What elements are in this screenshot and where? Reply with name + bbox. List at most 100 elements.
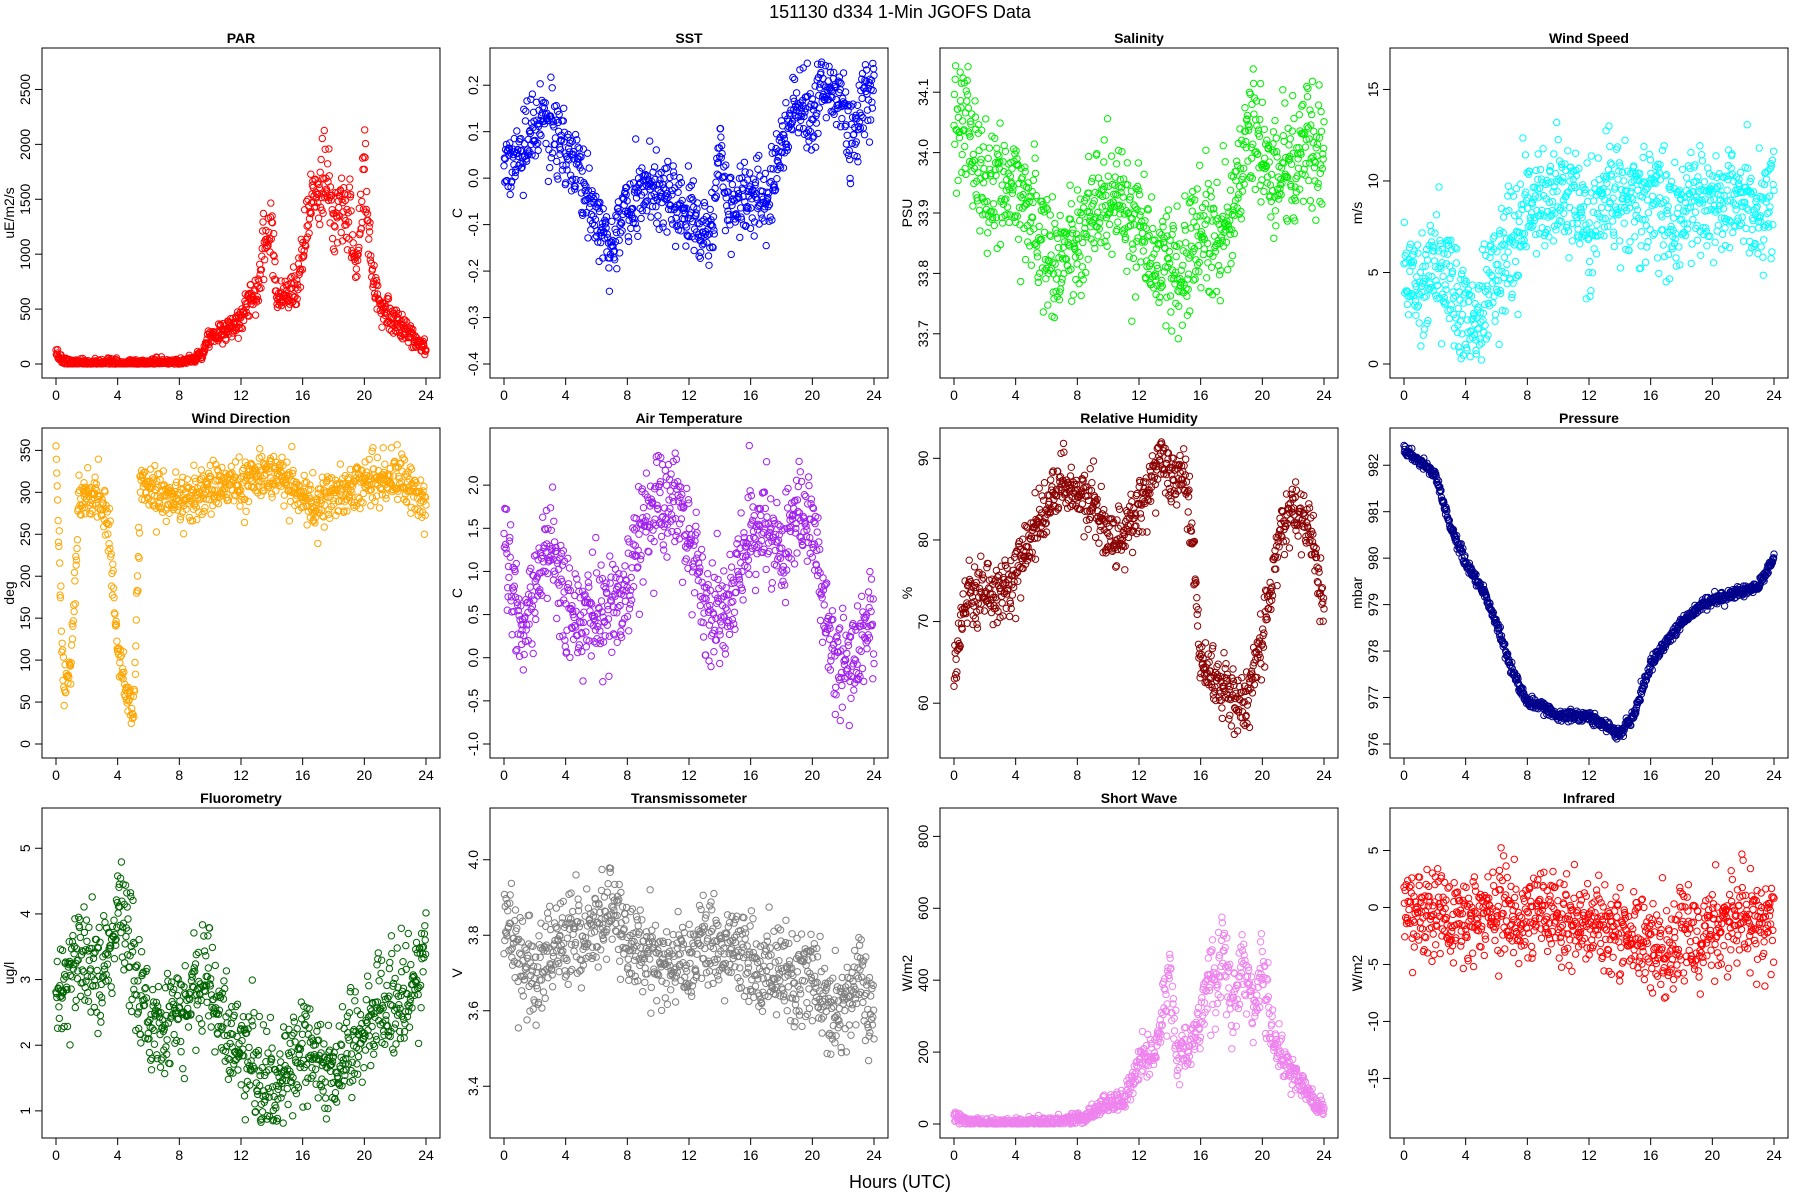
data-point — [1653, 254, 1662, 262]
data-point — [958, 117, 967, 125]
data-point — [548, 483, 557, 491]
data-point — [261, 256, 269, 264]
data-point — [311, 175, 319, 183]
x-tick-label: 4 — [562, 767, 570, 783]
data-point — [1535, 193, 1543, 201]
data-point — [1291, 197, 1300, 205]
data-point — [1166, 292, 1175, 300]
data-point — [55, 542, 63, 551]
data-point — [1204, 259, 1212, 267]
data-point — [319, 174, 327, 182]
data-point — [170, 360, 179, 368]
x-tick-label: 8 — [1523, 387, 1531, 403]
data-point — [528, 90, 537, 98]
data-point — [1046, 211, 1055, 219]
data-point — [1588, 269, 1597, 277]
data-point — [321, 145, 329, 154]
data-point — [683, 223, 691, 231]
data-point — [1459, 266, 1467, 275]
data-point — [355, 204, 363, 213]
data-point — [1723, 186, 1731, 194]
data-point — [1125, 253, 1134, 261]
data-point — [269, 251, 277, 259]
data-point — [1630, 218, 1639, 226]
x-tick-label: 0 — [52, 387, 60, 403]
data-point — [320, 126, 328, 135]
data-point — [1639, 153, 1647, 162]
data-point — [422, 346, 430, 354]
data-point — [1317, 127, 1326, 136]
x-tick-label: 20 — [805, 387, 821, 403]
data-point — [1687, 259, 1696, 268]
data-point — [1594, 154, 1603, 162]
data-point — [1631, 233, 1639, 241]
data-point — [983, 249, 991, 258]
data-point — [320, 523, 328, 531]
data-point — [1047, 251, 1055, 259]
data-point — [1163, 293, 1171, 301]
data-point — [354, 256, 362, 265]
data-point — [585, 164, 593, 172]
data-point — [1123, 159, 1132, 167]
data-point — [353, 272, 361, 280]
data-point — [393, 441, 401, 449]
data-point — [1759, 271, 1768, 279]
data-point — [207, 510, 215, 518]
data-point — [1072, 275, 1080, 284]
data-point — [1224, 266, 1232, 274]
data-point — [330, 248, 339, 256]
data-point — [782, 99, 790, 107]
data-point — [362, 208, 370, 216]
data-point — [1418, 229, 1426, 237]
data-point — [283, 286, 291, 294]
data-point — [989, 177, 997, 186]
data-point — [1519, 134, 1527, 142]
x-tick-label: 20 — [805, 767, 821, 783]
data-point — [349, 239, 357, 247]
data-point — [1188, 207, 1197, 215]
data-point — [1219, 142, 1227, 150]
data-point — [355, 243, 363, 252]
data-point — [954, 113, 963, 122]
data-point — [950, 90, 959, 99]
x-tick-label: 12 — [681, 387, 697, 403]
data-point — [1602, 127, 1610, 135]
data-point — [345, 183, 354, 191]
data-point — [363, 210, 372, 218]
data-point — [314, 539, 322, 548]
data-point — [545, 146, 553, 154]
data-point — [1697, 251, 1705, 260]
data-point — [1182, 239, 1190, 247]
data-point — [342, 221, 350, 229]
y-tick-label: 250 — [17, 522, 33, 546]
data-point — [609, 560, 617, 569]
data-point — [1419, 331, 1428, 339]
data-point — [374, 281, 382, 290]
x-tick-label: 4 — [1462, 387, 1470, 403]
data-point — [1021, 255, 1030, 264]
data-point — [1281, 99, 1289, 107]
data-point — [1005, 218, 1013, 227]
data-point — [1103, 231, 1111, 239]
data-point — [1076, 195, 1085, 203]
panel-title: PAR — [227, 30, 256, 46]
data-point — [1206, 187, 1215, 195]
data-point — [1471, 320, 1479, 328]
data-point — [54, 516, 62, 525]
data-point — [555, 110, 563, 119]
data-point — [1305, 176, 1313, 185]
data-point — [674, 188, 682, 197]
data-point — [325, 172, 333, 180]
data-point — [741, 168, 749, 176]
x-tick-label: 4 — [114, 387, 122, 403]
data-point — [291, 293, 299, 301]
data-point — [75, 471, 83, 479]
data-point — [393, 495, 402, 504]
data-point — [762, 241, 770, 250]
series-points — [950, 62, 1328, 343]
data-point — [1031, 154, 1039, 162]
data-point — [327, 196, 335, 204]
data-point — [1094, 232, 1102, 240]
data-point — [277, 277, 285, 285]
